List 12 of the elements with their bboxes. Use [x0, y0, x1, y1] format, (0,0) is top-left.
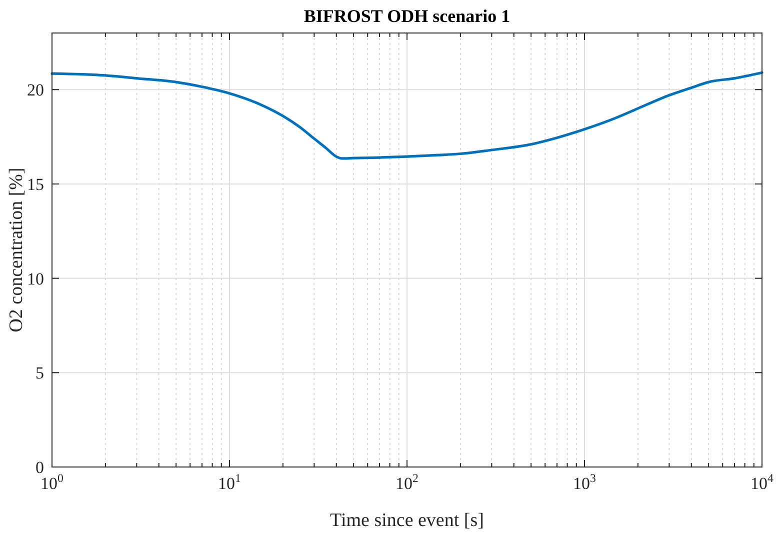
y-tick-label: 20: [27, 80, 44, 100]
x-tick-label: 10$^{1}$: [218, 471, 242, 493]
y-tick-label: 5: [36, 364, 44, 383]
x-tick-label: 10$^{4}$: [750, 471, 774, 493]
y-tick-label: 0: [36, 458, 44, 477]
x-tick-label: 10$^{3}$: [573, 471, 596, 493]
x-axis-title: Time since event [s]: [330, 510, 484, 531]
y-tick-label: 10: [27, 269, 44, 288]
y-axis-title: O2 concentration [%]: [6, 168, 27, 332]
chart-title: BIFROST ODH scenario 1: [304, 6, 510, 26]
y-tick-label: 15: [27, 174, 44, 194]
x-tick-label: 10$^{2}$: [396, 471, 419, 493]
